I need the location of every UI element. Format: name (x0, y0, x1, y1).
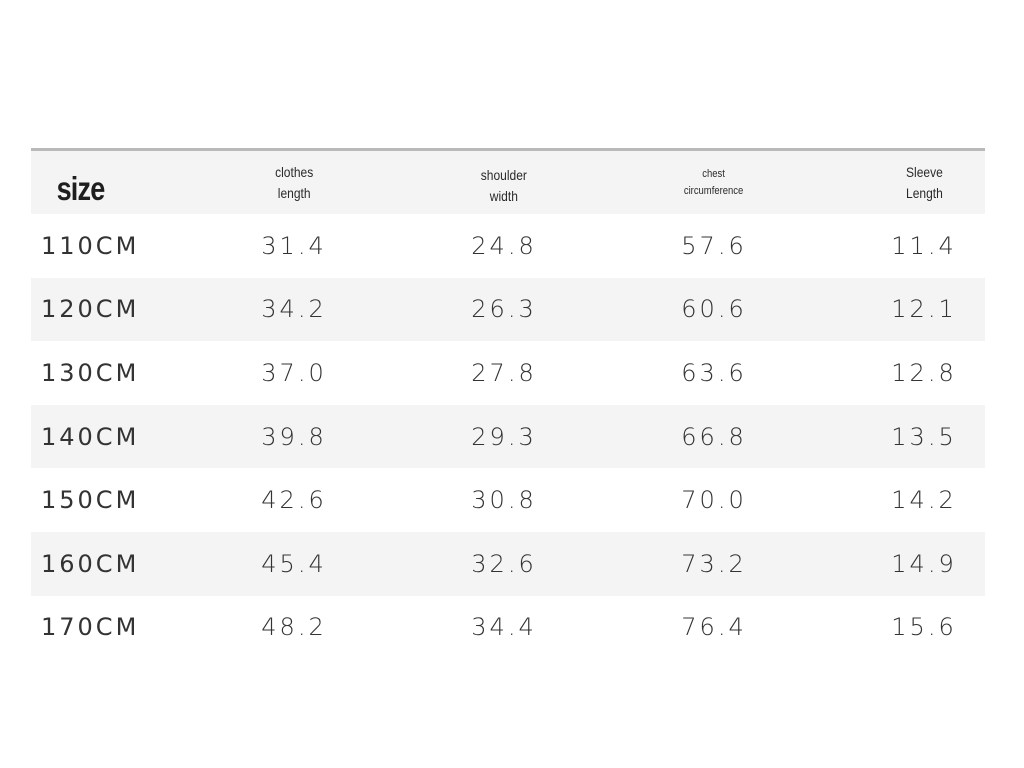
table-row: 110CM 31.4 24.8 57.6 11.4 (31, 214, 985, 278)
header-shoulder-width: shoulder width (481, 165, 527, 207)
row-size: 140CM (41, 422, 140, 451)
row-chest: 60.6 (681, 295, 747, 324)
row-clothes-length: 45.4 (261, 549, 327, 578)
row-sleeve: 11.4 (891, 231, 957, 260)
row-clothes-length: 39.8 (261, 422, 327, 451)
row-sleeve: 14.2 (891, 486, 957, 515)
row-shoulder-width: 34.4 (471, 613, 537, 642)
header-chest-line1: chest (702, 167, 726, 180)
row-size: 150CM (41, 486, 140, 515)
row-shoulder-width: 30.8 (471, 486, 537, 515)
row-sleeve: 15.6 (891, 613, 957, 642)
header-shoulder-width-cell: shoulder width (441, 151, 567, 214)
header-chest-line2: circumference (684, 184, 744, 197)
header-size-cell: size (31, 151, 191, 214)
row-shoulder-width: 24.8 (471, 231, 537, 260)
row-chest: 76.4 (681, 613, 747, 642)
row-size: 120CM (41, 295, 140, 324)
row-shoulder-width: 29.3 (471, 422, 537, 451)
header-sleeve-length-line1: Sleeve (905, 163, 943, 180)
table-top-rule (31, 148, 985, 151)
row-sleeve: 14.9 (891, 549, 957, 578)
row-clothes-length: 42.6 (261, 486, 327, 515)
row-shoulder-width: 27.8 (471, 358, 537, 387)
table-row: 170CM 48.2 34.4 76.4 15.6 (31, 596, 985, 660)
row-clothes-length: 48.2 (261, 613, 327, 642)
table-row: 140CM 39.8 29.3 66.8 13.5 (31, 404, 985, 469)
header-clothes-length: clothes length (275, 162, 313, 204)
header-chest-cell: chest circumference (651, 151, 777, 214)
row-clothes-length: 34.2 (261, 295, 327, 324)
row-chest: 73.2 (681, 549, 747, 578)
header-shoulder-width-line1: shoulder (480, 166, 528, 183)
header-size: size (56, 169, 106, 207)
row-size: 130CM (41, 358, 140, 387)
row-chest: 57.6 (681, 231, 747, 260)
row-shoulder-width: 32.6 (471, 549, 537, 578)
table-header-row: size clothes length shoulder width chest… (31, 151, 985, 214)
header-clothes-length-cell: clothes length (231, 151, 357, 214)
row-clothes-length: 37.0 (261, 358, 327, 387)
header-sleeve-length-cell: Sleeve Length (861, 151, 987, 214)
table-row: 150CM 42.6 30.8 70.0 14.2 (31, 468, 985, 532)
header-clothes-length-line1: clothes (274, 163, 314, 180)
header-chest-circumference: chest circumference (684, 166, 743, 200)
table-row: 120CM 34.2 26.3 60.6 12.1 (31, 277, 985, 342)
row-size: 160CM (41, 549, 140, 578)
row-chest: 63.6 (681, 358, 747, 387)
header-clothes-length-line2: length (277, 184, 311, 201)
header-sleeve-length: Sleeve Length (906, 162, 943, 204)
row-size: 110CM (41, 231, 140, 260)
row-sleeve: 12.8 (891, 358, 957, 387)
row-chest: 66.8 (681, 422, 747, 451)
row-shoulder-width: 26.3 (471, 295, 537, 324)
table-row: 160CM 45.4 32.6 73.2 14.9 (31, 531, 985, 596)
row-sleeve: 13.5 (891, 422, 957, 451)
header-shoulder-width-line2: width (489, 187, 519, 204)
row-clothes-length: 31.4 (261, 231, 327, 260)
header-sleeve-length-line2: Length (905, 184, 943, 201)
row-chest: 70.0 (681, 486, 747, 515)
size-chart-table: size clothes length shoulder width chest… (31, 148, 985, 659)
row-size: 170CM (41, 613, 140, 642)
row-sleeve: 12.1 (891, 295, 957, 324)
table-row: 130CM 37.0 27.8 63.6 12.8 (31, 341, 985, 405)
